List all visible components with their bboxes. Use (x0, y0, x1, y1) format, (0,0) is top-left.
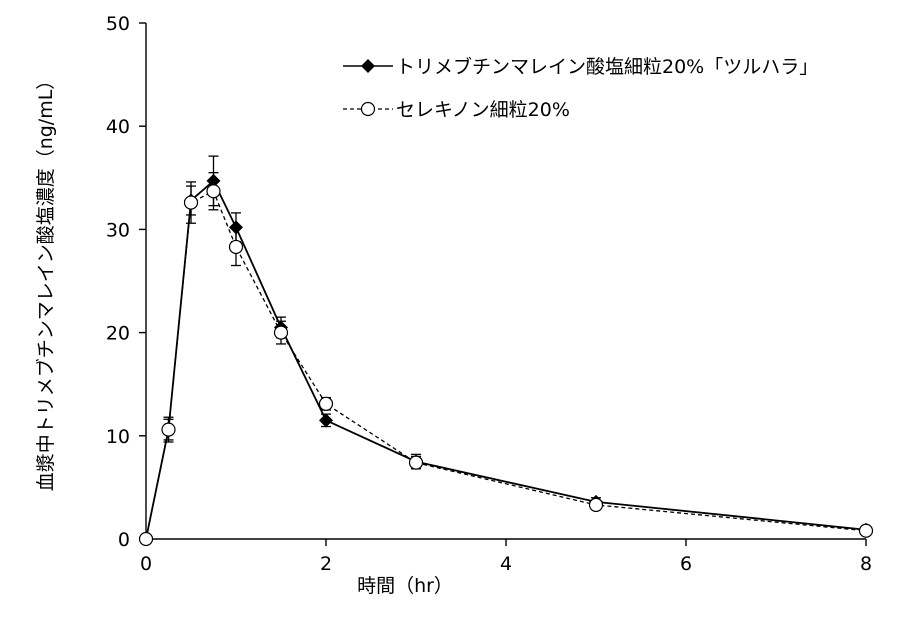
y-tick-label: 0 (118, 529, 130, 551)
data-point (858, 523, 874, 538)
y-tick-label: 40 (106, 116, 130, 138)
legend-marker-series-2 (360, 101, 376, 117)
series-2-markers (138, 184, 874, 547)
x-tick-label: 0 (140, 553, 152, 575)
y-tick-label: 20 (106, 323, 130, 345)
legend: トリメブチンマレイン酸塩細粒20%「ツルハラ」 セレキノン細粒20% (343, 55, 818, 121)
y-tick-label: 30 (106, 219, 130, 241)
series-line (145, 190, 867, 540)
data-point (206, 173, 221, 188)
data-point (183, 195, 199, 210)
series-2 (145, 171, 871, 540)
data-point (408, 455, 424, 470)
series-1 (145, 155, 871, 540)
data-point (318, 396, 334, 411)
x-tick-label: 8 (860, 553, 872, 575)
data-point (319, 413, 333, 428)
y-axis-label: 血漿中トリメブチンマレイン酸塩濃度（ng/mL） (34, 71, 57, 492)
series-1-markers (139, 173, 873, 546)
y-tick-label: 10 (106, 426, 130, 448)
data-point (228, 239, 244, 255)
legend-label-series-1: トリメブチンマレイン酸塩細粒20%「ツルハラ」 (396, 55, 818, 78)
x-ticks: 0 2 4 6 8 (140, 539, 872, 575)
x-axis-label: 時間（hr） (357, 575, 453, 597)
data-point (206, 184, 221, 199)
data-point (161, 422, 176, 437)
y-ticks: 0 10 20 30 40 50 (106, 13, 146, 551)
plot-area (138, 155, 874, 547)
legend-label-series-2: セレキノン細粒20% (396, 99, 570, 121)
data-point (273, 325, 289, 340)
x-tick-label: 6 (680, 553, 692, 575)
x-tick-label: 4 (500, 553, 512, 575)
legend-item-series-2: セレキノン細粒20% (343, 99, 570, 121)
series-line (145, 179, 867, 540)
legend-marker-series-1 (361, 59, 375, 73)
data-point (229, 220, 243, 235)
x-tick-label: 2 (320, 553, 332, 575)
data-point (588, 497, 604, 513)
legend-item-series-1: トリメブチンマレイン酸塩細粒20%「ツルハラ」 (343, 55, 818, 78)
data-point (138, 531, 154, 547)
y-tick-label: 50 (106, 13, 130, 35)
